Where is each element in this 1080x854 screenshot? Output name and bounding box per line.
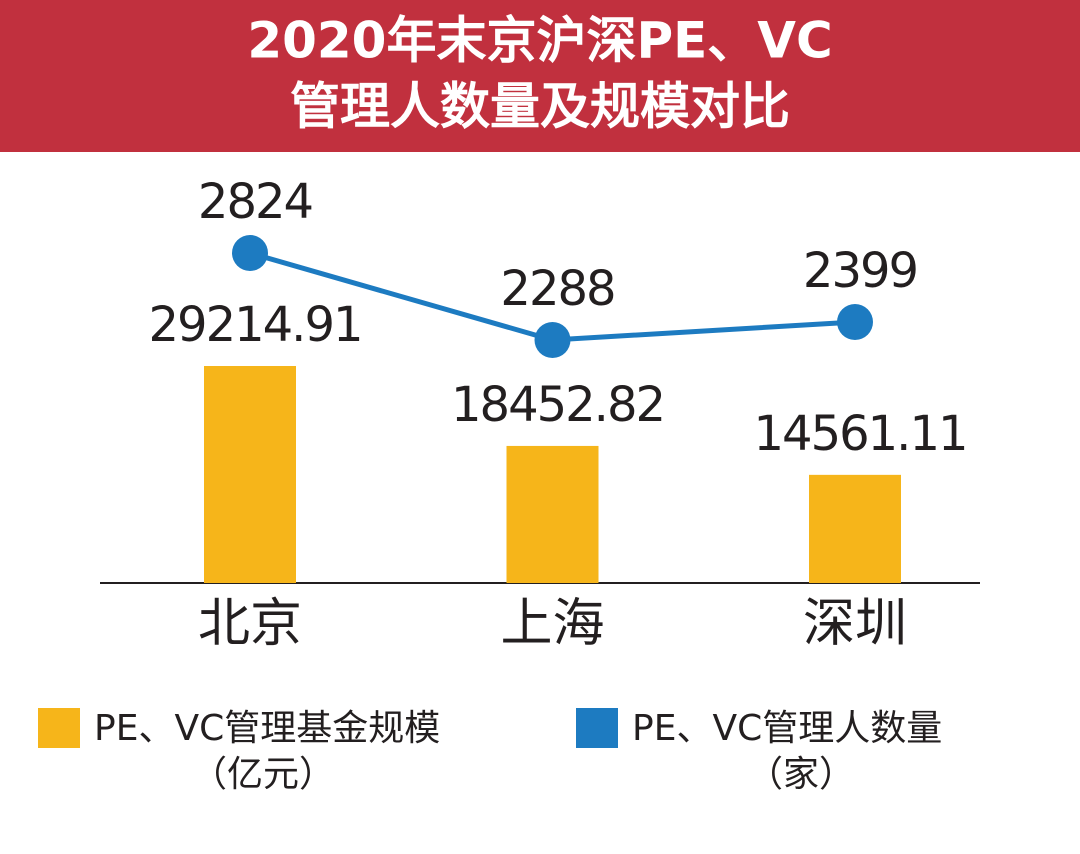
- data-label: 18452.82: [451, 377, 664, 433]
- chart-title: 管理人数量及规模对比: [290, 78, 790, 136]
- bar: [204, 366, 296, 583]
- data-label: 2824: [198, 174, 312, 230]
- title-band: [0, 0, 1080, 152]
- marker: [837, 303, 873, 340]
- legend-unit: （家）: [747, 754, 855, 795]
- data-label: 29214.91: [148, 297, 361, 353]
- chart-title: 2020年末京沪深PE、VC: [247, 12, 832, 70]
- marker: [232, 235, 268, 271]
- legend-unit: （亿元）: [191, 754, 335, 795]
- legend-label: PE、VC管理基金规模: [94, 708, 440, 749]
- data-label: 2399: [803, 243, 917, 299]
- legend-label: PE、VC管理人数量: [632, 708, 942, 749]
- legend-swatch: [38, 708, 80, 748]
- bar: [506, 445, 599, 583]
- bar: [809, 474, 901, 583]
- data-label: 14561.11: [753, 406, 966, 462]
- x-tick-label: 上海: [500, 594, 604, 654]
- data-label: 2288: [500, 261, 614, 317]
- x-tick-label: 深圳: [803, 594, 907, 654]
- x-tick-label: 北京: [198, 594, 302, 654]
- legend-swatch: [576, 708, 618, 748]
- marker: [534, 322, 571, 358]
